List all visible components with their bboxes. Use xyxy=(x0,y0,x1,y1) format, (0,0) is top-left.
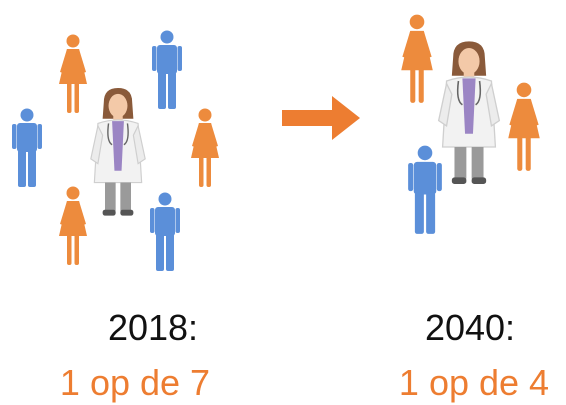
woman-icon xyxy=(59,35,87,114)
man-icon xyxy=(150,193,180,272)
ratio-label: 1 op de 7 xyxy=(60,362,210,403)
man-icon xyxy=(152,31,182,110)
ratio-label: 1 op de 4 xyxy=(399,362,549,403)
woman-icon xyxy=(59,187,87,266)
woman-icon xyxy=(401,15,433,103)
woman-icon xyxy=(191,109,219,188)
woman-icon xyxy=(508,83,540,171)
doctor-icon xyxy=(439,41,500,184)
man-icon xyxy=(408,146,442,234)
year-label: 2018: xyxy=(108,307,198,348)
year-label: 2040: xyxy=(425,307,515,348)
man-icon xyxy=(12,109,42,188)
doctor-icon xyxy=(91,88,145,216)
arrow xyxy=(282,96,360,140)
right-group xyxy=(401,15,540,234)
infographic: 2018: 1 op de 7 2040: 1 op de 4 xyxy=(0,0,566,405)
left-group xyxy=(12,31,219,272)
